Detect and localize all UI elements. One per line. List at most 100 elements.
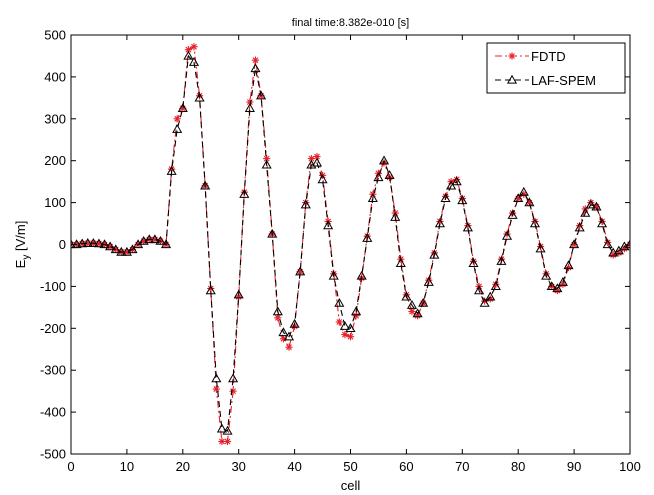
data-point [339, 320, 350, 330]
data-point [423, 277, 434, 286]
y-tick-label: -500 [40, 447, 66, 462]
data-point [501, 230, 513, 240]
data-point [401, 291, 412, 301]
data-point [194, 92, 205, 102]
data-point [341, 330, 349, 339]
y-tick-label: -100 [40, 279, 66, 294]
y-tick-label: -400 [40, 405, 66, 420]
data-point [71, 239, 77, 249]
legend-label: FDTD [531, 49, 566, 64]
data-point [184, 46, 192, 54]
data-point [429, 249, 440, 259]
data-point [446, 180, 457, 190]
data-point [384, 170, 395, 180]
data-point [272, 306, 283, 316]
data-point [345, 323, 356, 332]
data-point [251, 56, 260, 64]
legend-box [486, 42, 626, 94]
data-point [496, 256, 507, 265]
y-tick-label: 0 [59, 237, 66, 252]
data-point [328, 270, 339, 280]
legend-marker [508, 52, 516, 60]
data-point [490, 281, 501, 291]
data-point [569, 239, 580, 249]
y-tick-label: 300 [44, 111, 66, 126]
data-point [563, 260, 574, 270]
data-point [395, 258, 406, 268]
data-point [223, 437, 232, 446]
data-point [93, 238, 105, 248]
data-point [88, 238, 99, 247]
data-point [462, 222, 473, 232]
x-tick-label: 70 [455, 459, 469, 474]
data-point [255, 90, 267, 100]
data-point [279, 335, 288, 343]
legend-marker [506, 74, 518, 84]
chart-title: final time:8.382e-010 [s] [292, 17, 409, 29]
x-tick-label: 20 [176, 459, 190, 474]
data-point [418, 297, 429, 307]
data-point [173, 115, 181, 123]
data-point [557, 277, 568, 286]
data-point [105, 241, 116, 251]
data-point [149, 234, 160, 244]
data-point [144, 234, 155, 244]
data-point [518, 186, 529, 196]
x-tick-label: 60 [399, 459, 413, 474]
data-point [300, 199, 311, 209]
y-tick-label: 500 [44, 28, 66, 43]
data-point [335, 318, 343, 326]
x-tick-label: 10 [120, 459, 134, 474]
data-point [239, 189, 250, 198]
data-point [82, 238, 93, 247]
data-point [289, 318, 300, 328]
data-point [485, 291, 496, 301]
data-point [474, 285, 485, 295]
data-point [457, 195, 468, 205]
x-tick-label: 90 [567, 459, 581, 474]
data-point [166, 165, 177, 175]
y-tick-label: 400 [44, 69, 66, 84]
series-laf-spem [71, 50, 630, 435]
data-point [546, 281, 557, 291]
data-point [285, 343, 293, 351]
data-point [468, 258, 479, 268]
x-tick-label: 100 [619, 459, 641, 474]
data-point [228, 373, 239, 383]
data-point [311, 157, 323, 167]
data-point [486, 295, 494, 303]
data-point [177, 103, 188, 112]
data-point [244, 103, 255, 112]
data-point [613, 245, 624, 255]
data-point [580, 207, 591, 217]
data-point [624, 239, 630, 249]
x-tick-label: 0 [67, 459, 74, 474]
data-point [367, 193, 378, 203]
data-point [183, 50, 194, 60]
data-point [541, 270, 552, 280]
data-point [574, 222, 585, 232]
x-tick-label: 40 [287, 459, 301, 474]
y-tick-label: 100 [44, 195, 66, 210]
data-point [99, 239, 110, 249]
legend-label: LAF-SPEM [531, 73, 596, 88]
data-point [283, 331, 295, 341]
data-point [172, 124, 183, 133]
data-point [362, 233, 373, 242]
data-point [524, 197, 535, 207]
data-point [451, 176, 462, 186]
data-point [222, 425, 233, 435]
data-point [188, 57, 200, 66]
data-point [295, 266, 306, 276]
data-point [351, 306, 362, 316]
data-point [205, 285, 216, 295]
data-point [229, 387, 237, 395]
data-point [110, 244, 121, 254]
data-point [334, 297, 345, 307]
data-point [218, 437, 226, 446]
data-point [200, 180, 211, 190]
data-point [233, 289, 244, 299]
data-point [212, 385, 220, 393]
